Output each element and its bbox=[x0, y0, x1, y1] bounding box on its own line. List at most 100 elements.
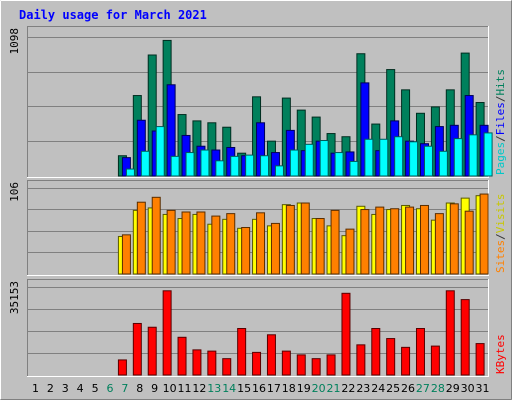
day-label-17: 17 bbox=[267, 382, 281, 395]
bar-pages-day-9 bbox=[155, 126, 165, 177]
bar-sites-day-21 bbox=[330, 209, 340, 275]
bar-sites-day-19 bbox=[300, 202, 310, 275]
legend-separator: / bbox=[494, 233, 507, 240]
day-label-1: 1 bbox=[32, 382, 39, 395]
bar-kbytes-day-12 bbox=[192, 349, 202, 376]
day-label-4: 4 bbox=[77, 382, 84, 395]
bar-sites-day-11 bbox=[181, 211, 191, 275]
bar-kbytes-day-28 bbox=[430, 345, 440, 376]
legend-separator: / bbox=[494, 135, 507, 142]
day-label-28: 28 bbox=[431, 382, 445, 395]
bar-pages-day-16 bbox=[260, 155, 270, 177]
bar-pages-day-20 bbox=[319, 140, 329, 177]
day-label-30: 30 bbox=[461, 382, 475, 395]
bar-pages-day-18 bbox=[289, 149, 299, 177]
day-label-14: 14 bbox=[222, 382, 236, 395]
bar-sites-day-9 bbox=[151, 196, 161, 275]
day-label-9: 9 bbox=[151, 382, 158, 395]
bar-kbytes-day-22 bbox=[341, 292, 351, 376]
bar-kbytes-day-23 bbox=[356, 344, 366, 376]
legend-hits: Hits bbox=[494, 69, 507, 96]
day-label-20: 20 bbox=[312, 382, 326, 395]
bar-sites-day-12 bbox=[196, 211, 206, 275]
bar-kbytes-day-24 bbox=[371, 327, 381, 376]
bar-pages-day-28 bbox=[438, 150, 448, 177]
bar-pages-day-13 bbox=[215, 160, 225, 177]
bar-kbytes-day-11 bbox=[177, 336, 187, 376]
bar-kbytes-day-13 bbox=[207, 350, 217, 376]
bar-kbytes-day-26 bbox=[401, 346, 411, 376]
legend-pages: Pages bbox=[494, 142, 507, 175]
panel-kbytes-legend: KBytes bbox=[494, 334, 507, 374]
bar-kbytes-day-7 bbox=[117, 359, 127, 376]
panel-kbytes-legend-text: KBytes bbox=[494, 334, 507, 374]
panels-group: 1098Pages/Files/Hits106Sites/Visits35153… bbox=[8, 26, 507, 377]
day-label-29: 29 bbox=[446, 382, 460, 395]
bar-sites-day-18 bbox=[285, 204, 295, 275]
bar-kbytes-day-14 bbox=[222, 358, 232, 376]
panel-visits-legend-text: Sites/Visits bbox=[494, 194, 507, 274]
panel-visits-max-label: 106 bbox=[8, 182, 21, 202]
day-label-8: 8 bbox=[136, 382, 143, 395]
bar-sites-day-30 bbox=[464, 210, 474, 275]
bar-pages-day-7 bbox=[125, 168, 135, 177]
day-label-11: 11 bbox=[177, 382, 191, 395]
panel-kbytes: 35153 KBytes bbox=[8, 279, 507, 377]
day-label-12: 12 bbox=[192, 382, 206, 395]
bar-kbytes-day-21 bbox=[326, 354, 336, 376]
day-label-15: 15 bbox=[237, 382, 251, 395]
day-label-27: 27 bbox=[416, 382, 430, 395]
bar-kbytes-day-16 bbox=[252, 351, 262, 376]
bar-kbytes-day-17 bbox=[266, 334, 276, 376]
bar-sites-day-27 bbox=[419, 204, 429, 275]
bar-pages-day-26 bbox=[409, 141, 419, 177]
day-label-24: 24 bbox=[371, 382, 385, 395]
bar-pages-day-11 bbox=[185, 152, 195, 177]
panel-hits-max-label: 1098 bbox=[8, 28, 21, 55]
panel-hits-legend-text: Pages/Files/Hits bbox=[494, 69, 507, 175]
bar-kbytes-day-25 bbox=[386, 338, 396, 376]
bar-sites-day-31 bbox=[479, 193, 489, 275]
bar-sites-day-28 bbox=[434, 213, 444, 275]
day-label-21: 21 bbox=[327, 382, 341, 395]
bar-sites-day-24 bbox=[375, 206, 385, 275]
day-label-19: 19 bbox=[297, 382, 311, 395]
day-label-3: 3 bbox=[62, 382, 69, 395]
day-label-31: 31 bbox=[476, 382, 490, 395]
bar-sites-day-7 bbox=[121, 234, 131, 275]
chart-title: Daily usage for March 2021 bbox=[19, 8, 207, 22]
bar-sites-day-29 bbox=[449, 203, 459, 275]
panel-visits: 106 Sites/Visits bbox=[8, 180, 507, 276]
day-label-5: 5 bbox=[92, 382, 99, 395]
bar-kbytes-day-9 bbox=[147, 326, 157, 376]
bar-kbytes-day-19 bbox=[296, 354, 306, 376]
bar-pages-day-23 bbox=[364, 138, 374, 177]
bar-kbytes-day-31 bbox=[475, 343, 485, 376]
bar-pages-day-31 bbox=[483, 132, 493, 177]
day-label-16: 16 bbox=[252, 382, 266, 395]
bar-pages-day-27 bbox=[423, 145, 433, 177]
panel-hits-legend: Pages/Files/Hits bbox=[494, 69, 507, 175]
bar-pages-day-10 bbox=[170, 155, 180, 177]
bar-pages-day-15 bbox=[245, 154, 255, 177]
bar-kbytes-day-15 bbox=[237, 327, 247, 376]
day-label-10: 10 bbox=[163, 382, 177, 395]
day-label-2: 2 bbox=[47, 382, 54, 395]
bar-sites-day-13 bbox=[211, 215, 221, 275]
bar-sites-day-16 bbox=[256, 212, 266, 275]
bar-pages-day-8 bbox=[140, 150, 150, 177]
day-label-26: 26 bbox=[401, 382, 415, 395]
bar-pages-day-12 bbox=[200, 149, 210, 177]
day-label-18: 18 bbox=[282, 382, 296, 395]
day-label-23: 23 bbox=[356, 382, 370, 395]
bar-pages-day-22 bbox=[349, 160, 359, 177]
bar-sites-day-8 bbox=[136, 201, 146, 275]
legend-visits: Visits bbox=[494, 194, 507, 234]
day-label-22: 22 bbox=[341, 382, 355, 395]
bar-kbytes-day-29 bbox=[445, 290, 455, 376]
bar-pages-day-30 bbox=[468, 134, 478, 177]
day-label-25: 25 bbox=[386, 382, 400, 395]
bar-sites-day-23 bbox=[360, 209, 370, 275]
